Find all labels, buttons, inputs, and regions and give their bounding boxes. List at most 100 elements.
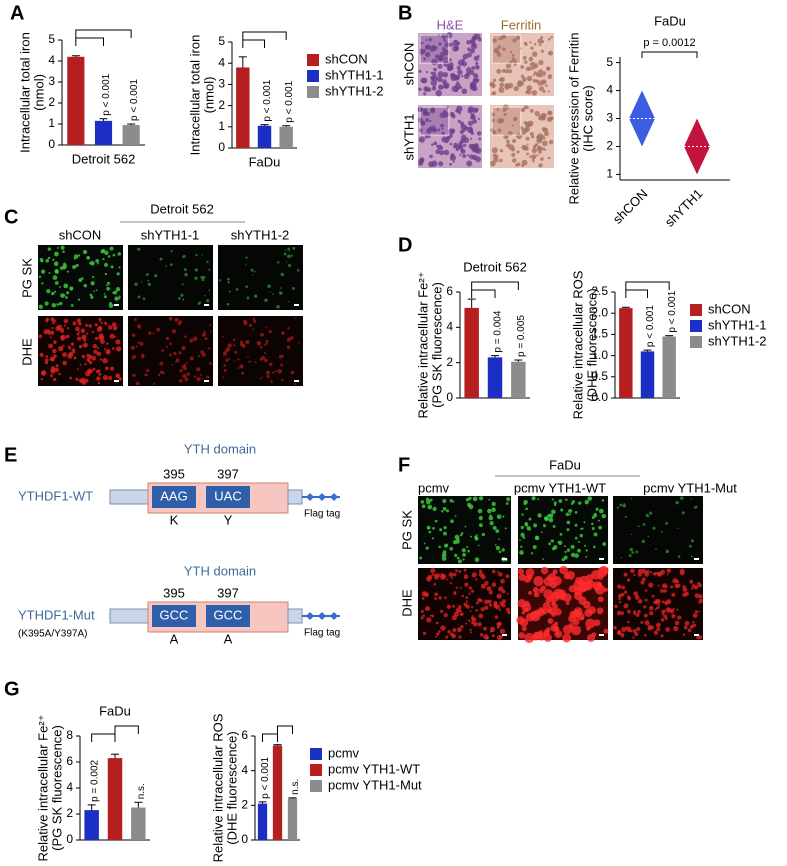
cell [442,71,449,78]
cell [545,84,548,88]
cell [494,615,499,619]
cell [542,89,546,93]
cell [438,161,444,167]
cell [71,348,76,352]
cell [184,335,187,338]
cell [471,572,477,578]
cell [66,327,70,330]
cell [92,344,98,349]
cell [571,625,582,636]
cell [175,358,180,363]
legend-label: shYTH1-2 [708,333,767,348]
cell [278,291,283,295]
cell [448,572,454,578]
cell [574,510,578,514]
cell [468,586,473,590]
y-tick-label: 3 [606,111,613,125]
y-tick-label: 0.5 [591,369,608,383]
cell [161,349,165,353]
cell [617,584,622,589]
cell [491,118,496,123]
cell [192,336,198,341]
cell [85,371,91,377]
cell [496,570,499,573]
y-tick-label: 6 [241,728,248,742]
y-tick-label: 1.5 [591,327,608,341]
cell [53,319,57,322]
cell [644,572,649,577]
cell [463,602,468,607]
legend-swatch [310,780,322,792]
scale-bar [599,634,604,636]
p-value: p < 0.001 [129,79,140,121]
cell [100,321,104,325]
cell [259,377,261,380]
cell [542,127,549,133]
cell [661,609,666,614]
cell [665,627,671,632]
y-tick-label: 0 [218,140,225,154]
cell [532,160,535,163]
cell [626,578,631,582]
cell [419,138,422,142]
cell [52,321,56,325]
cell [537,608,546,617]
cell [193,375,197,378]
cell [666,568,672,573]
cell [458,111,462,115]
cell [106,350,109,354]
cell [503,112,507,117]
y-tick-label: 2 [606,139,613,153]
cell [91,356,97,361]
cell [559,533,563,536]
cell [232,344,236,347]
cell [165,265,168,268]
cell [547,110,553,116]
cell [89,293,93,297]
cell [460,612,464,616]
cell [430,614,432,617]
cell [505,143,511,148]
cell [91,330,95,334]
cell [98,317,102,321]
cell [454,553,458,557]
cell [460,624,464,629]
cell [548,139,554,145]
scale-bar [114,304,119,306]
cell [506,497,511,502]
cell [491,147,498,154]
cell [495,604,500,610]
y-axis-label: Relative intracellular Fe²⁺ [415,271,430,418]
cell [572,618,580,626]
cell [519,47,522,50]
cell [633,573,636,577]
cell [87,256,90,260]
cell [586,626,591,631]
cell [457,605,462,610]
cell [677,615,682,620]
cell [65,334,70,339]
cell [464,525,467,528]
cell [682,633,686,636]
codon: UAC [214,488,241,503]
cell [63,318,69,324]
cell [690,539,694,543]
cell [537,83,541,86]
stain-label: H&E [437,17,464,32]
cell [526,152,529,156]
cell [502,515,505,518]
cell [643,605,647,609]
cell [182,254,186,258]
cell [478,613,484,619]
cell [281,378,284,382]
cell [648,605,654,611]
panel-label: G [4,678,20,700]
y-axis-label: (IHC score) [580,85,595,151]
cell [603,587,608,592]
cell [459,533,463,537]
cell [296,269,300,272]
cell [698,598,704,604]
cell [522,79,526,83]
cell [528,56,534,62]
cell [94,336,99,341]
